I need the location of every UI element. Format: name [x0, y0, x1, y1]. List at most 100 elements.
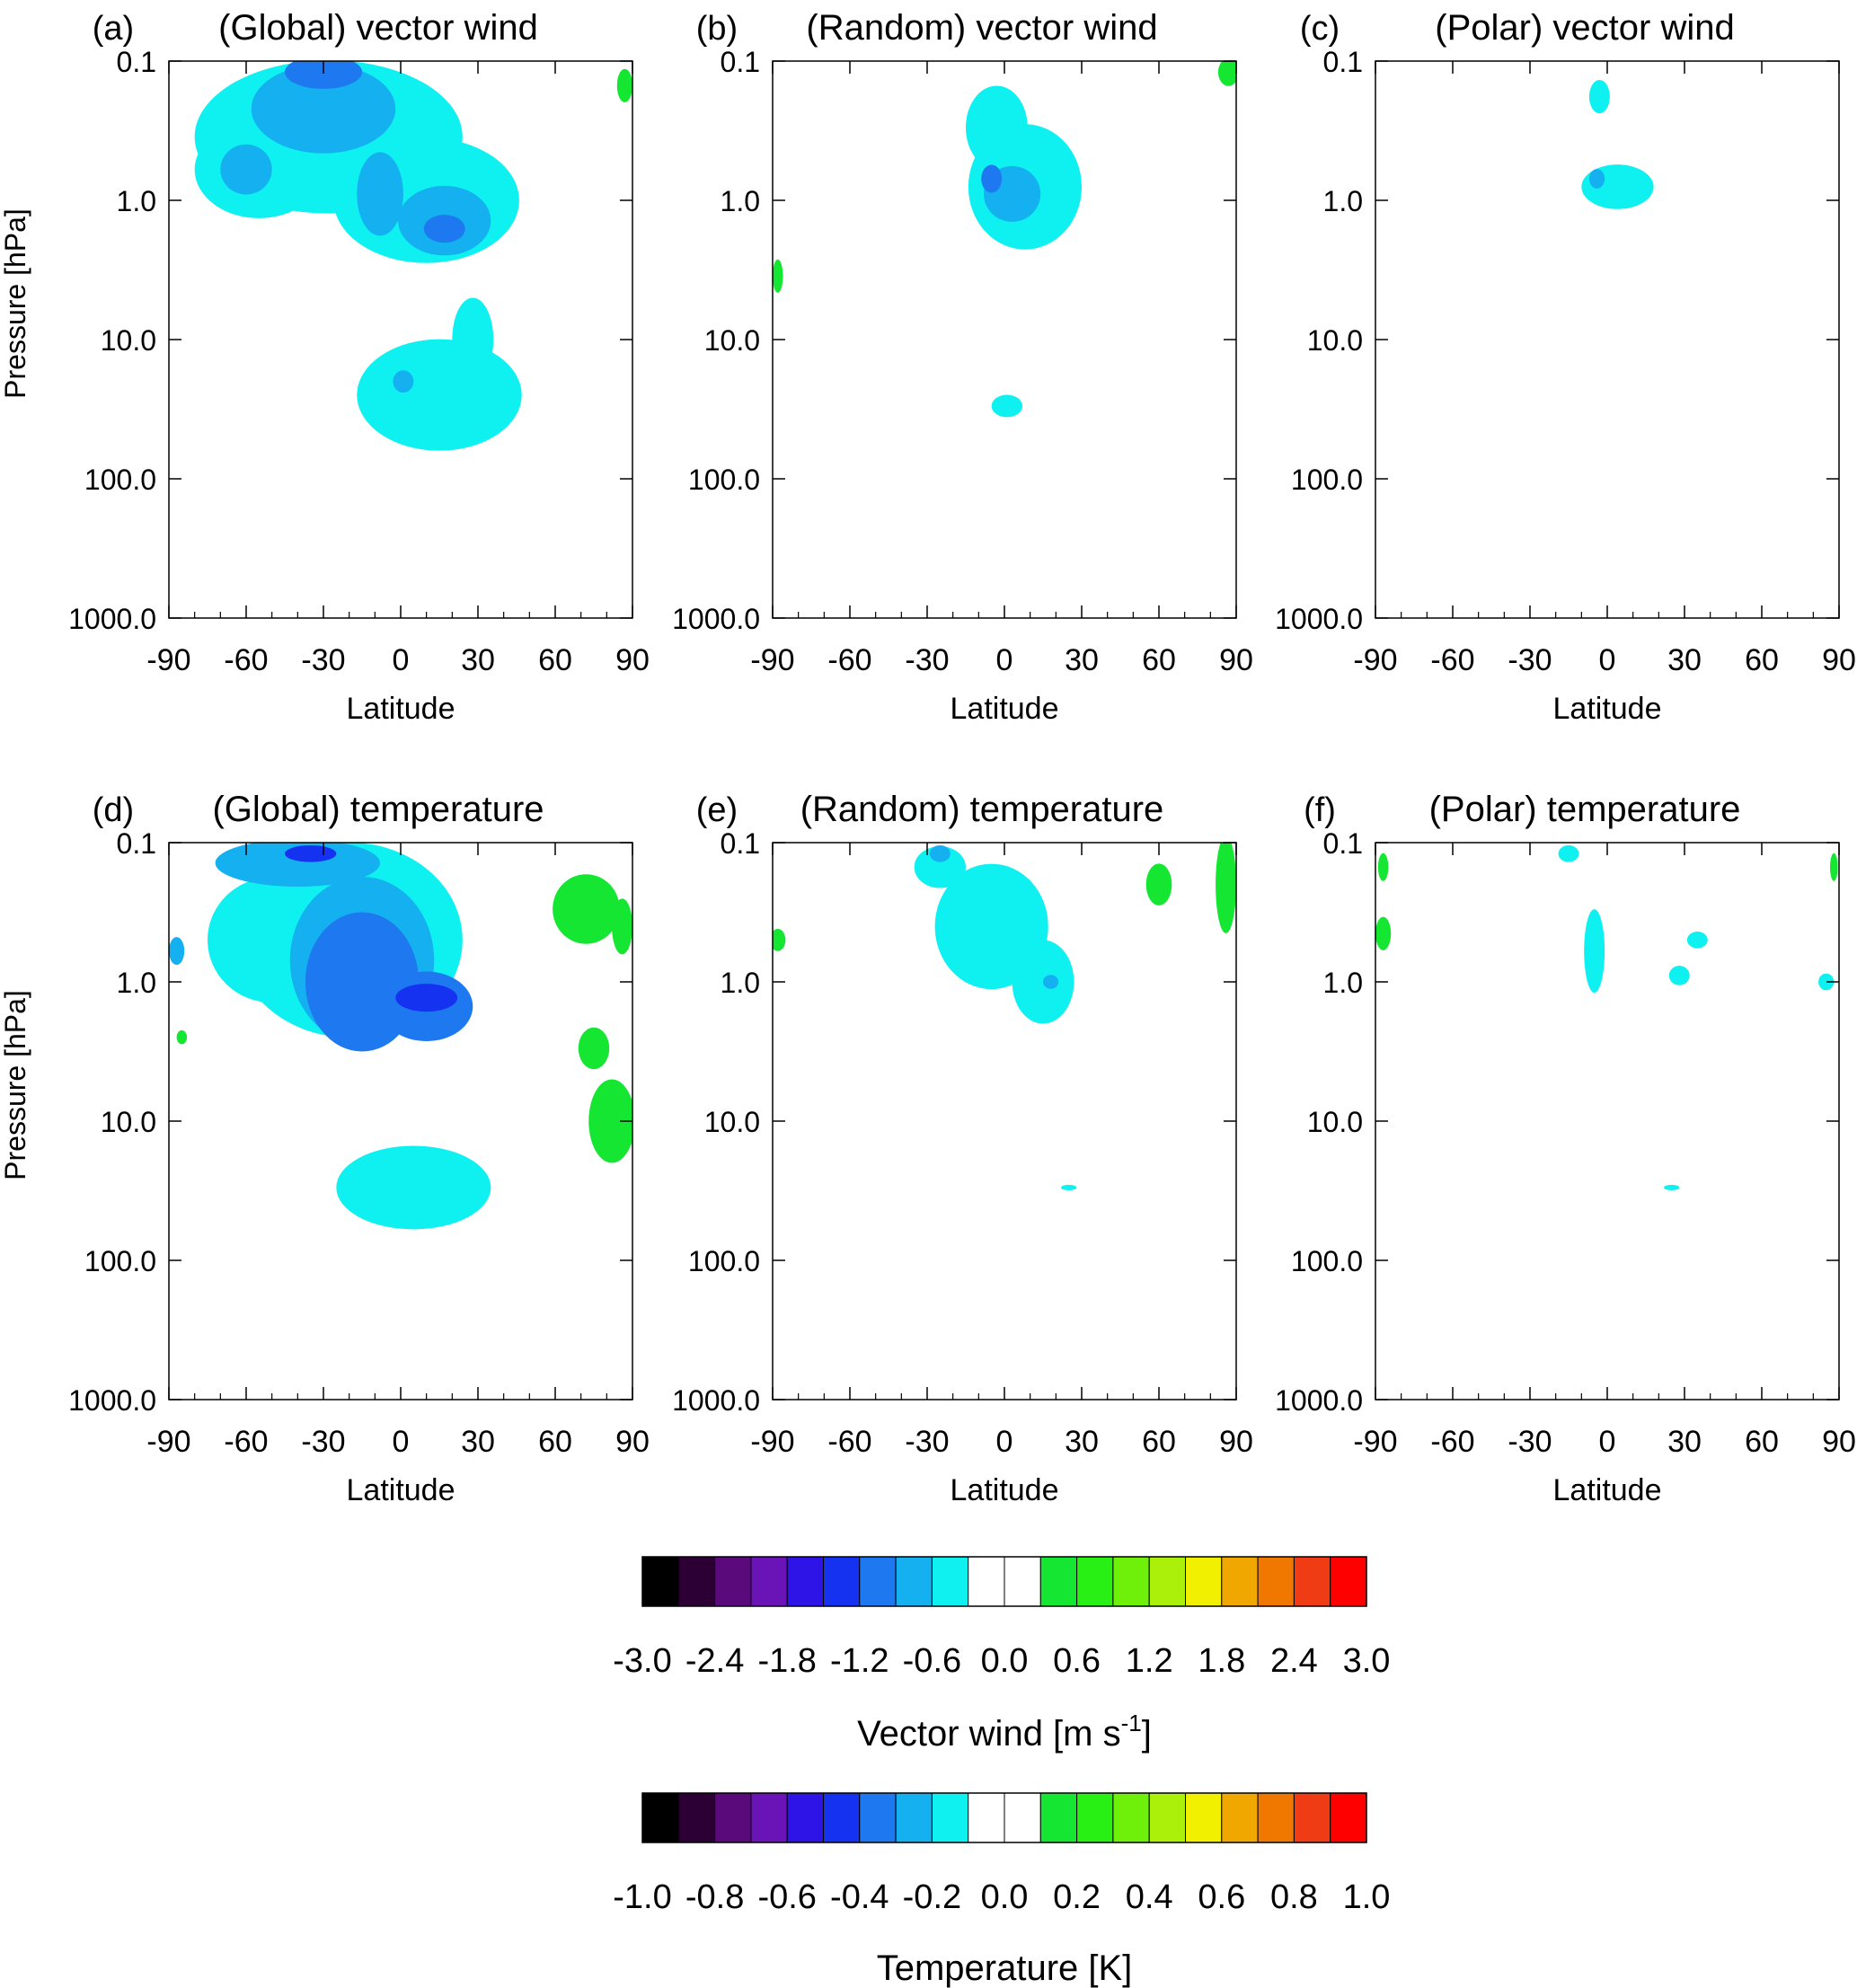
x-tick-label: 30	[1065, 1425, 1099, 1459]
colorbar-swatch	[641, 1792, 679, 1843]
x-axis-label: Latitude	[951, 1473, 1059, 1507]
y-axis-label: Pressure [hPa]	[0, 990, 31, 1180]
x-tick-label: -30	[301, 643, 345, 677]
y-tick-label: 100.0	[84, 464, 156, 496]
contour-region-green	[773, 928, 786, 951]
x-tick-label: 0	[1599, 643, 1616, 677]
contour-region-light_blue	[215, 843, 381, 887]
x-tick-label: 30	[461, 643, 495, 677]
x-tick-label: 90	[1822, 1425, 1856, 1459]
colorbar-swatch	[786, 1792, 825, 1843]
colorbar-tick-label: -1.0	[613, 1878, 671, 1916]
colorbar-label: Temperature [K]	[877, 1948, 1133, 1988]
contour-region-cyan	[914, 846, 966, 888]
colorbar-swatch	[1004, 1556, 1041, 1607]
contour-region-green	[1145, 863, 1172, 906]
y-tick-label: 10.0	[1307, 1106, 1363, 1138]
x-axis-label: Latitude	[951, 692, 1059, 726]
contour-region-cyan	[452, 297, 494, 382]
x-tick-label: 0	[393, 1425, 410, 1459]
contour-region-cyan	[1558, 844, 1579, 862]
x-tick-label: -60	[827, 643, 871, 677]
x-tick-label: -60	[1430, 1425, 1474, 1459]
colorbar-tick-label: 0.4	[1126, 1878, 1173, 1916]
panel-letter: (b)	[696, 10, 738, 48]
contour-region-green	[616, 68, 632, 102]
colorbar-swatch	[968, 1556, 1005, 1607]
contour-region-cyan	[1686, 932, 1708, 949]
panel-b: -90 -60 -30 0 30 60 90 0.1 1.0 10.0 100.0 1000.0 (b)…	[672, 8, 1253, 726]
y-tick-label: 0.1	[721, 46, 760, 78]
colorbar-swatch	[714, 1556, 752, 1607]
colorbar-swatch	[1076, 1556, 1114, 1607]
colorbar-tick-label: -0.6	[757, 1878, 816, 1916]
x-tick-label: 90	[1219, 1425, 1253, 1459]
contour-fills	[773, 61, 1236, 418]
contour-region-light_blue	[1588, 169, 1605, 189]
y-tick-label: 1000.0	[672, 603, 760, 635]
contour-region-green	[588, 1079, 632, 1163]
colorbar-swatch	[714, 1792, 752, 1843]
y-tick-label: 1.0	[117, 967, 156, 999]
contour-region-green	[1217, 61, 1236, 86]
colorbar-tick-label: 0.8	[1270, 1878, 1318, 1916]
colorbar-swatch	[1039, 1556, 1078, 1607]
contour-fills	[1375, 844, 1838, 1191]
x-tick-label: -60	[224, 643, 268, 677]
x-tick-label: -30	[905, 643, 949, 677]
y-tick-label: 1.0	[721, 185, 760, 217]
colorbar-swatch	[931, 1556, 969, 1607]
y-tick-label: 10.0	[101, 324, 156, 357]
colorbar-tick-label: -1.2	[830, 1642, 889, 1680]
x-axis-label: Latitude	[1553, 1473, 1662, 1507]
contour-fills	[1581, 79, 1654, 209]
y-tick-label: 1000.0	[68, 603, 156, 635]
colorbar-swatch	[1185, 1792, 1223, 1843]
contour-region-cyan	[1668, 966, 1690, 985]
colorbar-tick-label: -0.8	[685, 1878, 744, 1916]
colorbar-temperature: -1.0 -0.8 -0.6 -0.4 -0.2 0.0 0.2 0.4 0.6 0.8 1.0 Te…	[613, 1792, 1390, 1988]
y-tick-label: 1.0	[721, 967, 760, 999]
contour-region-light_blue	[220, 144, 272, 195]
colorbar-swatch	[677, 1792, 716, 1843]
colorbar-swatch	[1257, 1792, 1295, 1843]
x-tick-label: 30	[1667, 1425, 1702, 1459]
colorbar-swatch	[895, 1556, 933, 1607]
y-tick-label: 1000.0	[672, 1384, 760, 1417]
x-tick-label: -60	[224, 1425, 268, 1459]
x-tick-label: -60	[1430, 643, 1474, 677]
x-tick-label: -90	[750, 1425, 794, 1459]
contour-region-green	[1375, 916, 1392, 950]
panel-f: -90 -60 -30 0 30 60 90 0.1 1.0 10.0 100.0 1000.0 (f)…	[1275, 790, 1856, 1507]
x-tick-label: 0	[996, 1425, 1013, 1459]
x-tick-label: 90	[615, 1425, 650, 1459]
x-axis-label: Latitude	[347, 692, 455, 726]
colorbar-tick-label: 0.6	[1053, 1642, 1101, 1680]
x-tick-label: 0	[996, 643, 1013, 677]
colorbar-swatch	[1185, 1556, 1223, 1607]
colorbar-swatch	[641, 1556, 679, 1607]
y-axis-label: Pressure [hPa]	[0, 208, 31, 399]
colorbar-swatch	[1221, 1792, 1259, 1843]
colorbar-label-main: Vector wind [m s	[857, 1714, 1120, 1754]
x-tick-label: 90	[1219, 643, 1253, 677]
panel-title: (Polar) vector wind	[1435, 8, 1734, 48]
panel-letter: (e)	[696, 791, 738, 829]
plot-frame	[1375, 842, 1840, 1400]
panel-title: (Global) temperature	[212, 790, 544, 829]
panel-letter: (c)	[1300, 10, 1340, 48]
y-tick-label: 1.0	[1323, 967, 1363, 999]
y-tick-label: 10.0	[101, 1106, 156, 1138]
y-tick-label: 0.1	[1323, 46, 1363, 78]
colorbar-swatch	[750, 1556, 788, 1607]
colorbar-swatch	[1039, 1792, 1078, 1843]
plot-frame	[1375, 60, 1840, 619]
contour-region-mid_blue	[285, 61, 362, 89]
colorbar-frame	[641, 1556, 1367, 1607]
panel-e: -90 -60 -30 0 30 60 90 0.1 1.0 10.0 100.0 1000.0 (e)…	[672, 790, 1253, 1507]
colorbar-tick-label: 1.8	[1198, 1642, 1245, 1680]
x-tick-label: 60	[1142, 1425, 1176, 1459]
colorbar-swatch	[677, 1556, 716, 1607]
colorbar-swatch	[1148, 1792, 1186, 1843]
contour-region-cyan	[1664, 1184, 1680, 1191]
